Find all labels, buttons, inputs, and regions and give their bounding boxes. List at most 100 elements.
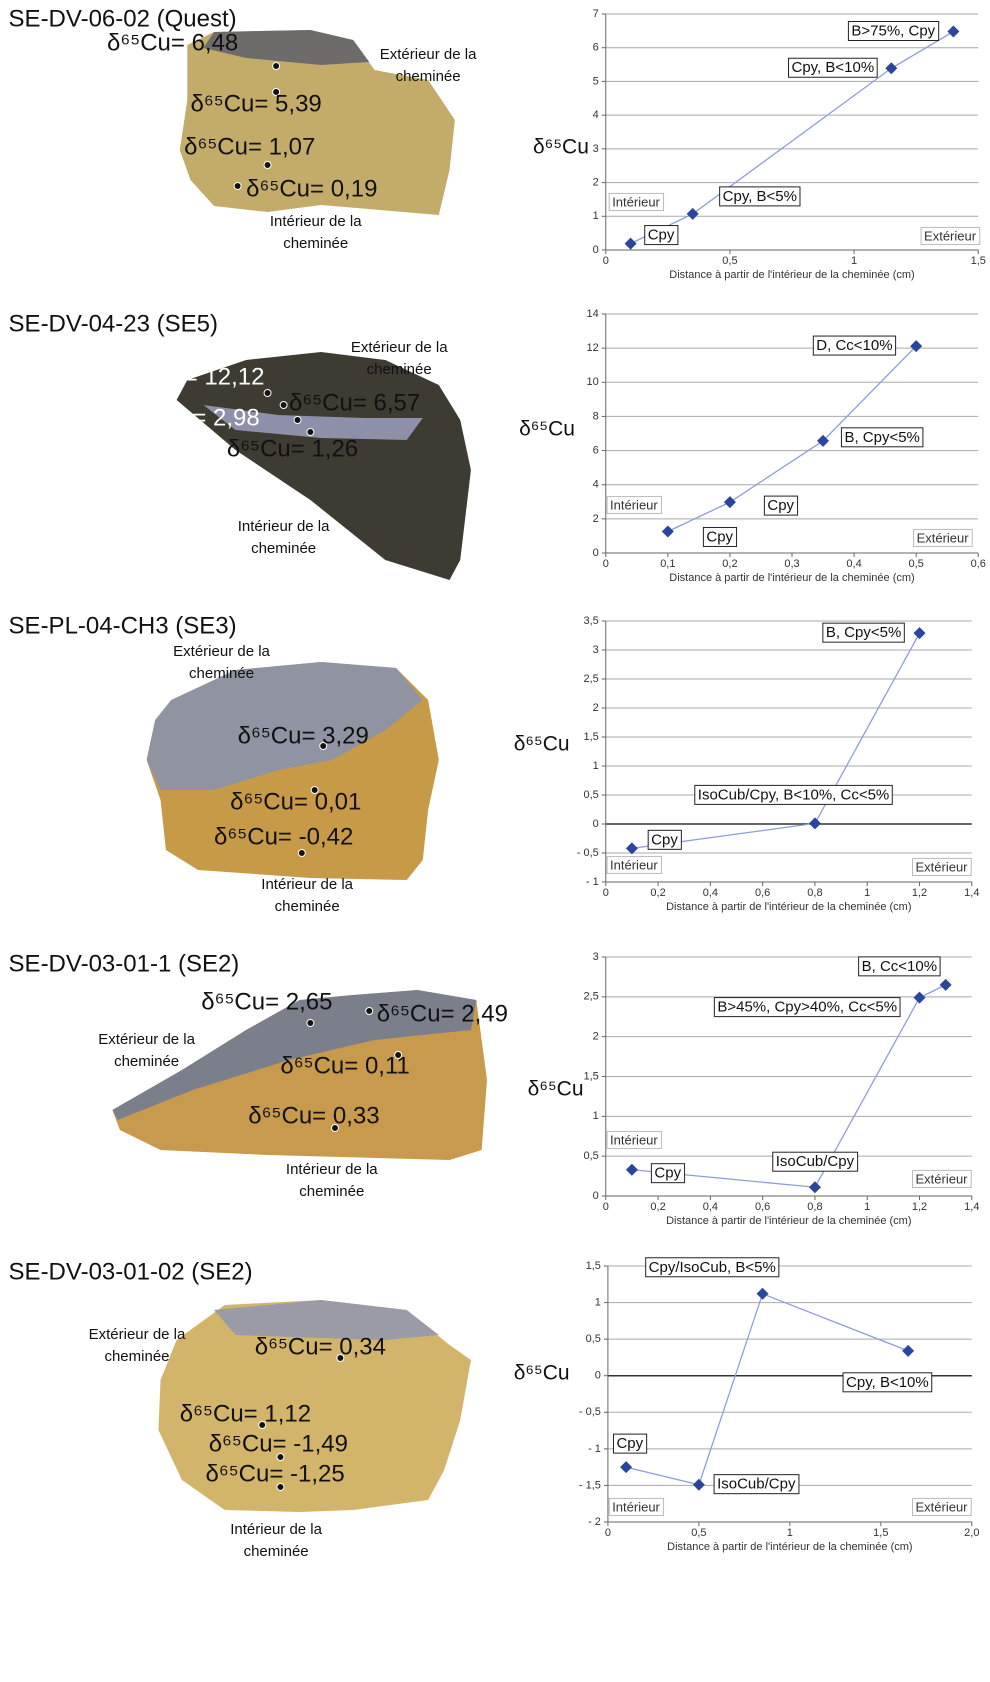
label-box	[650, 1163, 686, 1184]
measurement-label: δ⁶⁵Cu= -1,25	[205, 1460, 344, 1487]
y-tick-label: 8	[593, 410, 599, 422]
measurement-label: δ⁶⁵Cu= 1,07	[184, 133, 315, 160]
label-box	[606, 855, 662, 874]
label-box	[702, 526, 738, 547]
y-tick-label: 2,5	[583, 991, 598, 1003]
outer-label: Extérieur	[915, 1171, 968, 1186]
point-label: B, Cpy<5%	[844, 429, 919, 446]
data-point	[808, 1181, 821, 1194]
outer-label: cheminée	[396, 68, 461, 85]
point-label: D, Cc<10%	[816, 337, 892, 354]
sample-point	[279, 401, 288, 409]
inner-label: cheminée	[244, 1543, 309, 1560]
sample-point	[330, 1124, 339, 1132]
y-tick-label: 2	[593, 176, 599, 188]
data-point	[902, 1344, 915, 1357]
sample-title: SE-DV-03-01-02 (SE2)	[9, 1258, 253, 1285]
sample-point	[306, 428, 315, 436]
label-box	[772, 1151, 859, 1172]
y-tick-label: 12	[587, 342, 599, 354]
y-tick-label: - 0,5	[577, 847, 599, 859]
x-tick-label: 0,6	[755, 1201, 770, 1213]
x-axis-label: Distance à partir de l'intérieur de la c…	[669, 572, 914, 584]
sample-point	[310, 786, 319, 794]
y-tick-label: 0	[593, 244, 599, 256]
sample-point	[272, 88, 281, 96]
point-label: IsoCub/Cpy	[776, 1153, 855, 1170]
sample-title: SE-PL-04-CH3 (SE3)	[9, 612, 237, 639]
outer-label: Extérieur de la	[380, 46, 477, 63]
inner-label: Intérieur	[610, 1132, 658, 1147]
y-tick-label: 0,5	[583, 1150, 598, 1162]
y-tick-label: 6	[593, 444, 599, 456]
y-tick-label: 14	[587, 308, 599, 320]
photo-layer	[203, 30, 370, 65]
sample-point	[394, 1051, 403, 1059]
y-axis-label: δ⁶⁵Cu	[514, 1362, 570, 1385]
label-box	[713, 997, 901, 1018]
inner-label: Intérieur	[612, 1499, 660, 1514]
y-tick-label: 3,5	[583, 615, 598, 627]
x-tick-label: 0,4	[846, 558, 861, 570]
measurement-label: δ⁶⁵Cu= 3,29	[238, 722, 369, 749]
label-box	[719, 186, 801, 207]
label-box	[645, 1257, 780, 1278]
y-axis-label: δ⁶⁵Cu	[514, 733, 570, 756]
data-point	[808, 817, 821, 830]
inner-label: Intérieur de la	[238, 518, 330, 535]
x-tick-label: 0	[603, 558, 609, 570]
measurement-label: δ⁶⁵Cu= 0,34	[255, 1333, 386, 1360]
point-label: Cpy, B<5%	[723, 188, 797, 205]
sample-photo	[179, 30, 455, 215]
x-tick-label: 2,0	[964, 1527, 979, 1539]
sample-point	[293, 416, 302, 424]
point-label: IsoCub/Cpy	[717, 1476, 796, 1493]
sample-photo	[158, 1300, 471, 1512]
y-tick-label: 2	[593, 702, 599, 714]
sample-point	[263, 161, 272, 169]
outer-label: Extérieur de la	[351, 339, 448, 356]
measurement-label: δ⁶⁵Cu= 1,26	[227, 435, 358, 462]
measurement-label: δ⁶⁵Cu= 6,57	[289, 389, 420, 416]
x-tick-label: 0,2	[650, 887, 665, 899]
sample-photos	[112, 30, 487, 1512]
data-point	[913, 991, 926, 1004]
photo-layer	[112, 990, 477, 1120]
data-point	[692, 1478, 705, 1491]
point-label: Cpy	[651, 831, 678, 848]
y-tick-label: 2,5	[583, 673, 598, 685]
x-tick-label: 1,4	[964, 1201, 979, 1213]
x-tick-label: 0,3	[784, 558, 799, 570]
y-axis-label: δ⁶⁵Cu	[533, 136, 589, 159]
data-point	[620, 1461, 633, 1474]
y-tick-label: 3	[593, 644, 599, 656]
sample-point	[276, 1483, 285, 1491]
label-box	[612, 1433, 648, 1454]
y-tick-label: 0	[593, 1190, 599, 1202]
y-tick-label: 0	[593, 818, 599, 830]
x-tick-label: 0,4	[703, 887, 718, 899]
y-tick-label: 0,5	[586, 1333, 601, 1345]
data-point	[686, 207, 699, 220]
data-point	[661, 525, 674, 538]
photo-layer	[203, 405, 423, 440]
data-line	[631, 632, 921, 850]
sample-point	[336, 1354, 345, 1362]
label-box	[920, 226, 981, 245]
label-box	[644, 225, 679, 246]
label-box	[911, 1497, 972, 1516]
label-box	[842, 1372, 933, 1393]
x-tick-label: 0,5	[722, 255, 737, 267]
y-tick-label: 1	[595, 1296, 601, 1308]
photo-layer	[214, 1300, 439, 1340]
data-point	[885, 62, 898, 75]
data-line	[667, 345, 917, 533]
y-tick-label: 0	[593, 547, 599, 559]
point-label: B>45%, Cpy>40%, Cc<5%	[717, 999, 897, 1016]
data-point	[817, 434, 830, 447]
label-box	[608, 192, 665, 211]
x-axis-label: Distance à partir de l'intérieur de la c…	[666, 1215, 911, 1227]
sample-point	[272, 62, 281, 70]
sample-point	[319, 742, 328, 750]
measurement-label: δ⁶⁵Cu= 2,98	[128, 404, 259, 431]
